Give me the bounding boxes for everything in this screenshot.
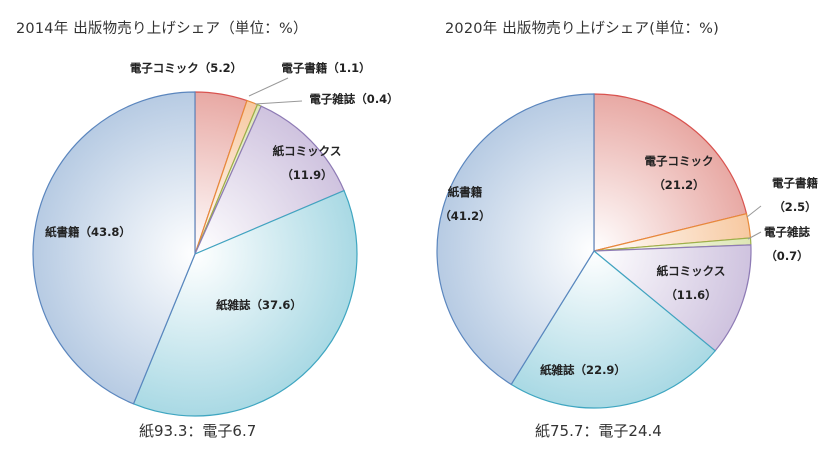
slice-label: 電子雑誌	[764, 225, 810, 239]
slice-label: （11.6）	[665, 288, 716, 302]
slice-label: 紙コミックス	[657, 264, 726, 278]
pie-slice-紙書籍	[436, 93, 595, 386]
pie-chart-2020: 2020年 出版物売り上げシェア(単位：%) 電子コミック （21.2） 電子書籍 （…	[415, 0, 830, 455]
pie-slice-紙雑誌	[510, 250, 717, 409]
slice-label: （11.9）	[281, 168, 332, 182]
leader-line	[747, 231, 762, 240]
slice-label: （41.2）	[439, 209, 490, 223]
slice-label: 電子コミック	[645, 154, 714, 168]
slice-label: 紙雑誌（22.9）	[540, 363, 626, 377]
slice-label: （21.2）	[653, 178, 704, 192]
slice-label: （2.5）	[773, 200, 816, 214]
slice-label: 電子雑誌（0.4）	[309, 92, 398, 106]
slice-label: 電子書籍	[772, 176, 818, 190]
leader-line	[746, 205, 762, 218]
paper-digital-ratio: 紙93.3：電子6.7	[139, 422, 257, 440]
pie-chart-2014: 2014年 出版物売り上げシェア（単位：%） 電子コミック（5.2） 電子書籍（1…	[16, 21, 399, 440]
pie-slice-紙コミックス	[193, 105, 345, 256]
chart-title: 2020年 出版物売り上げシェア(単位：%)	[445, 21, 720, 37]
slice-label: 紙コミックス	[273, 144, 342, 158]
pie-slice-電子コミック	[593, 93, 748, 252]
pie-svg: 電子コミック （21.2） 電子書籍 （2.5） 電子雑誌 （0.7） 紙コミックス （11.…	[436, 93, 818, 409]
slice-label: 電子コミック（5.2）	[130, 61, 242, 75]
slice-label: 紙書籍（43.8）	[45, 225, 131, 239]
slice-label: （0.7）	[765, 249, 808, 263]
paper-digital-ratio: 紙75.7：電子24.4	[535, 422, 662, 440]
leader-line	[254, 100, 303, 105]
slice-label: 紙書籍	[448, 185, 483, 199]
slice-label: 紙雑誌（37.6）	[216, 298, 302, 312]
chart-title: 2014年 出版物売り上げシェア（単位：%）	[16, 21, 308, 37]
pie-slice-紙書籍	[32, 91, 196, 405]
pie-slice-紙雑誌	[132, 189, 358, 417]
pie-svg: 電子コミック（5.2） 電子書籍（1.1） 電子雑誌（0.4） 紙コミックス （11.9…	[32, 61, 399, 417]
slice-label: 電子書籍（1.1）	[281, 61, 370, 75]
leader-line	[248, 77, 289, 97]
pie-slice-紙コミックス	[592, 244, 752, 352]
